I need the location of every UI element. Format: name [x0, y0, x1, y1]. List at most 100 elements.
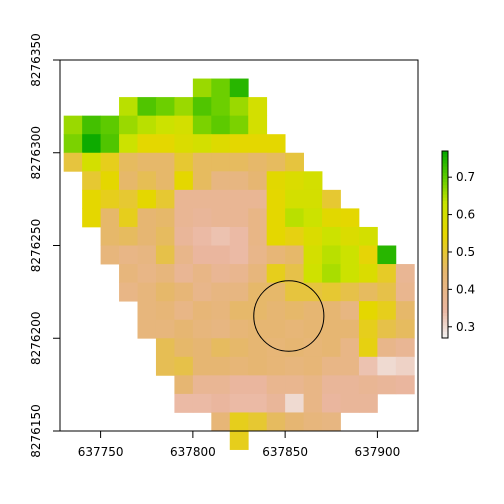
- raster-cell: [82, 189, 101, 209]
- raster-cell: [377, 264, 397, 283]
- raster-cell: [266, 171, 286, 191]
- raster-cell: [266, 375, 286, 395]
- raster-cell: [211, 152, 231, 172]
- y-tick-label: 8276200: [29, 312, 43, 365]
- raster-cell: [229, 356, 249, 376]
- colorbar-segment: [442, 210, 448, 214]
- raster-cell: [248, 375, 268, 395]
- raster-cell: [322, 245, 341, 265]
- raster-cell: [285, 412, 304, 432]
- raster-cell: [192, 393, 212, 413]
- raster-cell: [303, 245, 323, 265]
- raster-cell: [266, 226, 286, 246]
- raster-cell: [340, 375, 360, 395]
- colorbar-segment: [442, 269, 448, 274]
- raster-cell: [137, 97, 157, 117]
- raster-cell: [266, 393, 286, 413]
- raster-cell: [377, 245, 397, 265]
- raster-cell: [266, 301, 286, 321]
- raster-cell: [119, 226, 138, 246]
- raster-cell: [285, 393, 304, 413]
- raster-cell: [303, 356, 323, 376]
- raster-cell: [137, 245, 157, 265]
- raster-cell: [266, 356, 286, 376]
- colorbar-segment: [442, 154, 448, 158]
- raster-cell: [211, 97, 231, 117]
- colorbar-segment: [442, 175, 448, 180]
- colorbar-segment: [442, 250, 448, 255]
- raster-cell: [211, 115, 231, 135]
- raster-cell: [229, 412, 249, 432]
- raster-cell: [155, 245, 175, 265]
- raster-cell: [358, 319, 378, 339]
- raster-cell: [248, 393, 268, 413]
- raster-cell: [211, 264, 231, 283]
- raster-cell: [377, 282, 397, 302]
- colorbar-segment: [442, 222, 448, 227]
- raster-cell: [229, 264, 249, 283]
- raster-cell: [358, 393, 378, 413]
- raster-cell: [248, 115, 268, 135]
- raster-cell: [174, 152, 194, 172]
- raster-cell: [100, 152, 120, 172]
- raster-cell: [285, 226, 304, 246]
- raster-cell: [82, 208, 101, 228]
- colorbar-segment: [442, 219, 448, 224]
- raster-cell: [395, 282, 415, 302]
- colorbar-segment: [442, 331, 448, 336]
- raster-cell: [192, 97, 212, 117]
- x-tick-label: 637800: [170, 445, 216, 459]
- raster-cell: [119, 208, 138, 228]
- raster-cell: [340, 338, 360, 358]
- colorbar-segment: [442, 253, 448, 258]
- raster-cell: [266, 134, 286, 154]
- colorbar-segment: [442, 238, 448, 242]
- raster-cell: [174, 245, 194, 265]
- raster-cell: [229, 338, 249, 358]
- colorbar-frame: [441, 150, 449, 339]
- raster-cell: [100, 134, 120, 154]
- raster-cell: [174, 171, 194, 191]
- raster-cell: [174, 115, 194, 135]
- raster-cell: [174, 97, 194, 117]
- raster-cell: [229, 431, 249, 450]
- raster-cell: [100, 208, 120, 228]
- colorbar-segment: [442, 313, 448, 317]
- raster-cell: [266, 208, 286, 228]
- colorbar-segment: [442, 309, 448, 314]
- raster-cell: [211, 226, 231, 246]
- raster-cell: [340, 245, 360, 265]
- raster-cell: [100, 171, 120, 191]
- raster-cell: [119, 171, 138, 191]
- raster-cell: [248, 134, 268, 154]
- raster-cell: [266, 338, 286, 358]
- raster-cell: [229, 78, 249, 98]
- raster-cell: [211, 319, 231, 339]
- raster-cell: [266, 412, 286, 432]
- colorbar-segment: [442, 166, 448, 171]
- raster-cell: [340, 264, 360, 283]
- raster-cell: [63, 134, 83, 154]
- raster-cell: [358, 338, 378, 358]
- colorbar-segment: [442, 319, 448, 323]
- colorbar-segment: [442, 294, 448, 298]
- raster-cell: [82, 152, 101, 172]
- raster-cell: [192, 171, 212, 191]
- raster-cell: [192, 356, 212, 376]
- raster-cell: [285, 264, 304, 283]
- raster-cell: [322, 393, 341, 413]
- raster-cell: [303, 264, 323, 283]
- raster-cell: [358, 264, 378, 283]
- colorbar-segment: [442, 197, 448, 202]
- raster-cell: [248, 338, 268, 358]
- raster-cell: [192, 115, 212, 135]
- raster-cell: [211, 78, 231, 98]
- raster-cell: [340, 226, 360, 246]
- colorbar-segment: [442, 260, 448, 264]
- y-tick-label: 8276350: [29, 33, 43, 86]
- raster-cell: [248, 189, 268, 209]
- colorbar-segment: [442, 272, 448, 277]
- raster-cell: [340, 301, 360, 321]
- colorbar-tick-label: 0.4: [456, 282, 475, 296]
